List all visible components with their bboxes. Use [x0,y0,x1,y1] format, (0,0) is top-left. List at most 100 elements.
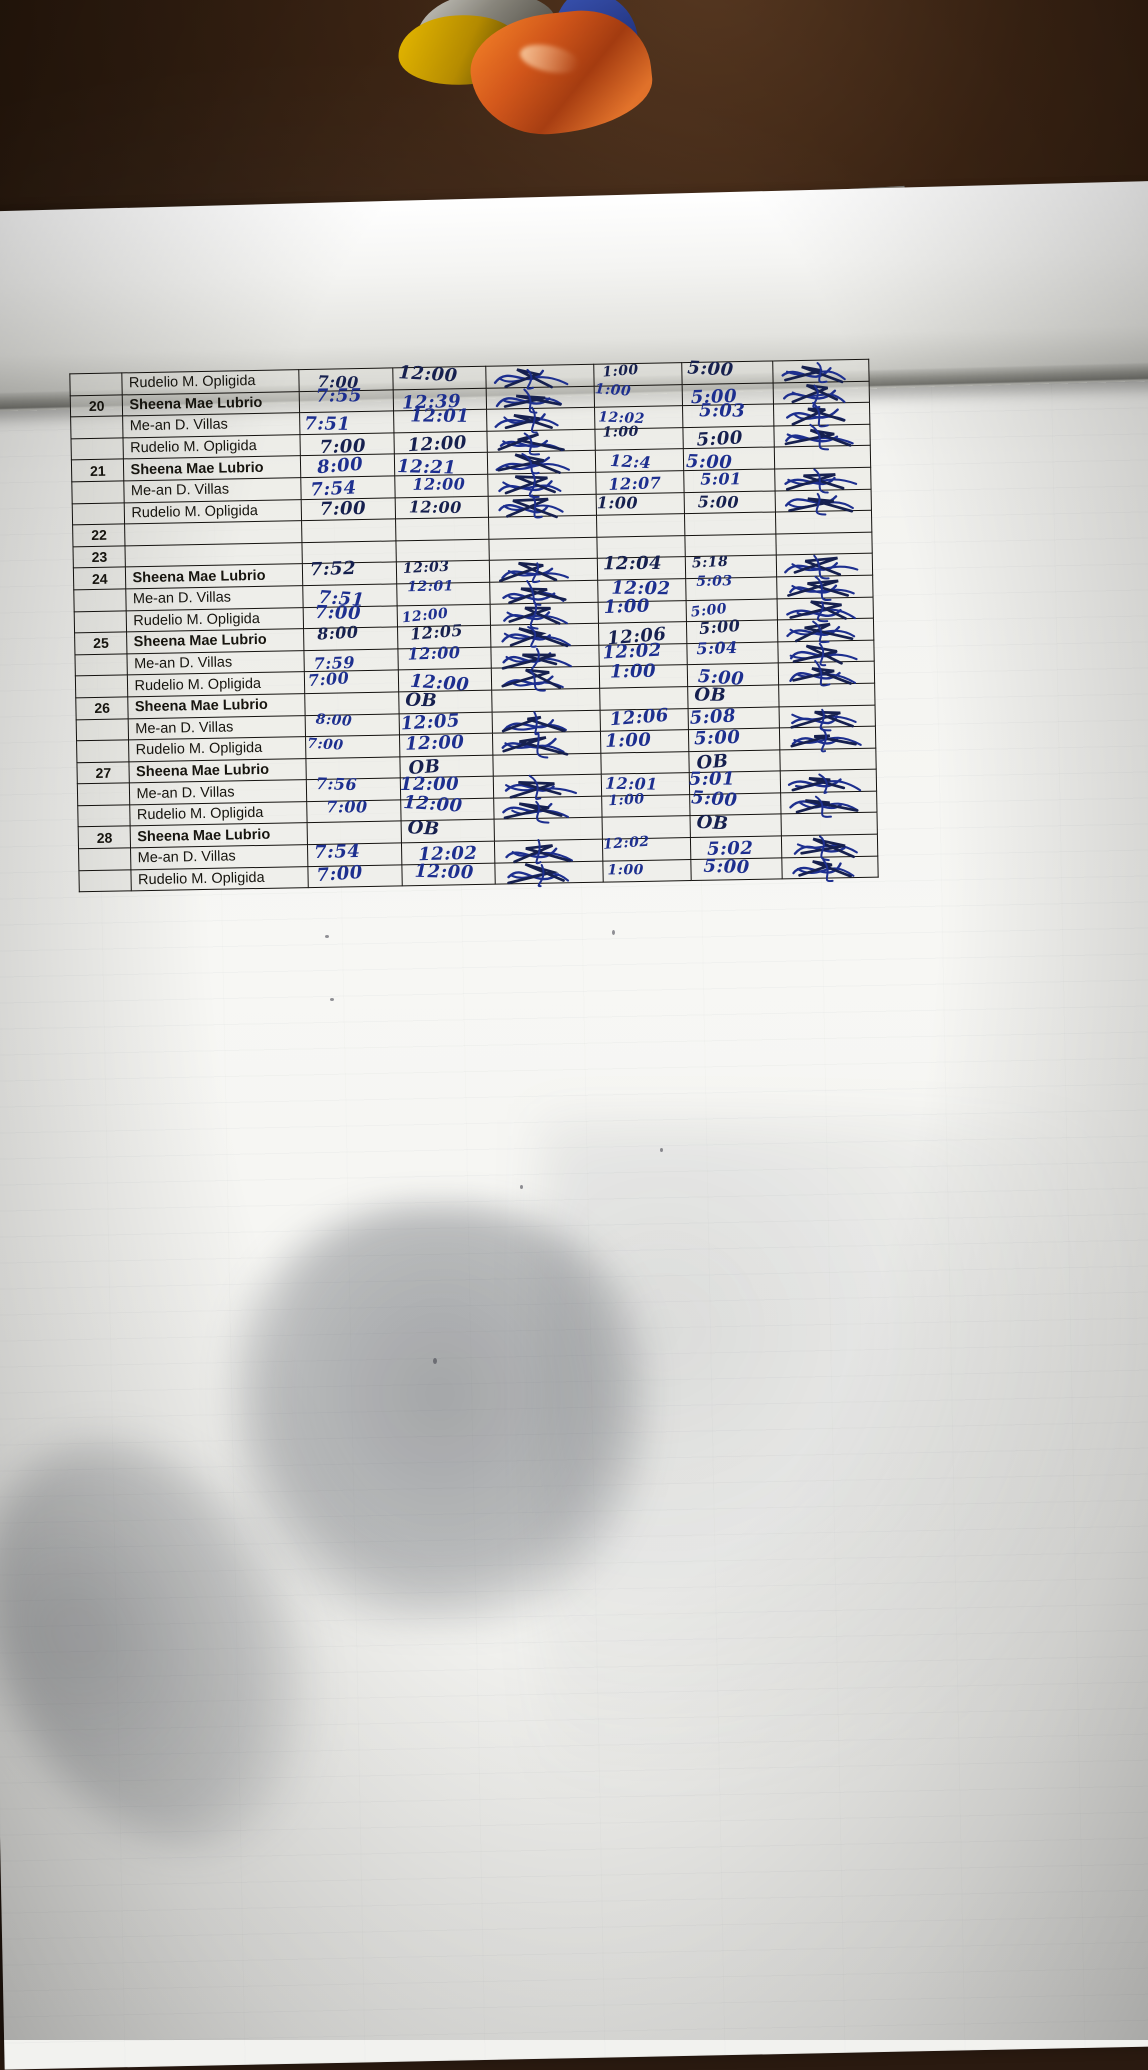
signature-am-cell [487,450,596,475]
person-name: Me-an D. Villas [130,481,230,500]
day-number: 22 [91,527,107,544]
signature-am-cell [490,579,598,606]
day-number-cell: 20 [70,394,124,418]
time-in-am-cell: 7:00 [305,734,400,759]
person-name: Me-an D. Villas [133,654,233,673]
signature-pm-cell [778,639,875,666]
time-out-am-value: 12:03 [403,559,451,578]
person-name: Sheena Mae Lubrio [130,459,264,478]
day-number-cell: 21 [71,459,125,482]
signature-pm-cell [773,380,870,408]
time-in-pm-value: 1:00 [607,861,645,879]
paper-speck [520,1185,523,1189]
time-in-pm-cell: 1:00 [595,492,685,516]
signature-pm-cell [776,531,873,556]
time-in-pm-value: 12:02 [602,833,650,853]
day-number-cell [70,416,124,439]
time-in-am-value: 7:52 [309,557,357,581]
time-in-pm-cell [600,751,689,775]
time-in-pm-value: 12:06 [608,704,670,731]
time-out-pm-value: 5:00 [698,615,742,639]
person-name: Rudelio M. Opligida [137,869,265,889]
time-out-pm-value: OB [694,683,727,706]
person-name: Me-an D. Villas [136,783,235,802]
time-out-am-cell: OB [400,816,495,843]
signature-pm-cell [774,467,872,494]
day-number-cell [77,804,131,828]
time-out-am-cell: 12:00 [393,431,488,456]
time-in-pm-cell: 1:00 [601,790,690,818]
signature-am-cell [491,644,600,672]
time-in-pm-cell: 12:07 [595,470,684,495]
time-out-pm-cell: 5:01 [683,468,776,493]
signature-pm-cell [780,769,877,795]
time-in-am-cell: 7:52 [302,558,397,586]
day-number-cell [71,480,125,504]
time-in-pm-value: 1:00 [607,790,645,809]
time-in-am-cell: 7:54 [300,475,395,500]
time-in-am-value: 7:51 [304,413,351,436]
person-name: Me-an D. Villas [132,589,232,608]
day-number-cell: 25 [74,631,128,655]
signature-pm-cell [781,812,878,836]
day-number-cell: 23 [72,545,126,569]
time-out-am-cell: 12:00 [397,668,493,696]
signature-pm-cell [773,402,870,428]
signature-am-cell [490,601,599,630]
signature-am-cell [494,817,603,842]
day-number: 24 [91,570,108,587]
person-name: Rudelio M. Opligida [128,373,256,392]
time-in-pm-cell: 1:00 [597,596,687,624]
wrapper-highlight [517,39,582,78]
person-name: Rudelio M. Opligida [130,438,257,457]
time-in-am-cell: 7:59 [303,648,398,673]
signature-pm-cell [780,791,877,818]
time-out-am-value: 12:01 [407,577,455,595]
time-out-pm-cell: 5:00 [688,726,781,752]
signature-pm-cell [779,704,876,731]
day-number: 20 [88,397,105,414]
time-out-pm-value: 5:00 [686,357,734,382]
time-in-am-value: 7:00 [314,602,362,625]
time-out-am-cell: 12:00 [392,362,487,390]
time-in-pm-cell: 12:4 [595,449,684,473]
wrapper-foil-blue [542,0,647,126]
time-in-pm-value: 1:00 [605,729,653,752]
time-out-am-value: OB [407,816,441,840]
signature-am-cell [489,558,598,584]
time-in-am-value: 7:54 [313,841,361,864]
day-number-cell [78,847,132,871]
person-name: Rudelio M. Opligida [131,502,259,522]
day-number-cell [73,588,127,612]
time-in-pm-value: 1:00 [594,381,632,400]
time-out-am-cell: 12:00 [397,643,492,671]
time-in-pm-value: 12:07 [607,473,662,495]
time-out-pm-cell: 5:00 [682,425,775,451]
time-in-pm-cell: 1:00 [593,381,683,408]
person-name: Sheena Mae Lubrio [132,567,266,586]
day-number-cell [71,437,124,461]
time-out-pm-value: 5:18 [691,554,730,572]
time-out-am-value: 12:00 [397,362,458,387]
signature-pm-cell [777,596,874,622]
time-out-am-cell: 12:00 [401,860,496,887]
time-in-am-cell: 8:00 [305,711,400,737]
time-in-pm-cell: 1:00 [600,729,689,753]
signature-am-cell [486,364,594,390]
signature-am-cell [493,774,602,801]
wrapper-foil-orange [465,3,657,142]
time-out-am-value: 12:00 [409,497,463,518]
time-out-am-cell [395,517,490,541]
signature-am-cell [491,666,600,692]
signature-am-cell [488,471,596,498]
time-out-pm-value: 5:03 [699,400,746,422]
day-number-cell [74,653,128,677]
attendance-table-wrap: Rudelio M. Opligida 7:00 12:00 1:00 5:00 20 Sh… [69,357,879,893]
time-in-pm-cell: 12:06 [599,704,689,732]
time-out-am-cell: 12:00 [394,474,489,498]
time-out-pm-value: 5:01 [700,469,743,490]
person-name: Sheena Mae Lubrio [129,394,263,414]
signature-pm-cell [781,834,878,862]
signature-am-cell [492,731,601,759]
time-in-pm-cell: 12:04 [597,553,686,581]
